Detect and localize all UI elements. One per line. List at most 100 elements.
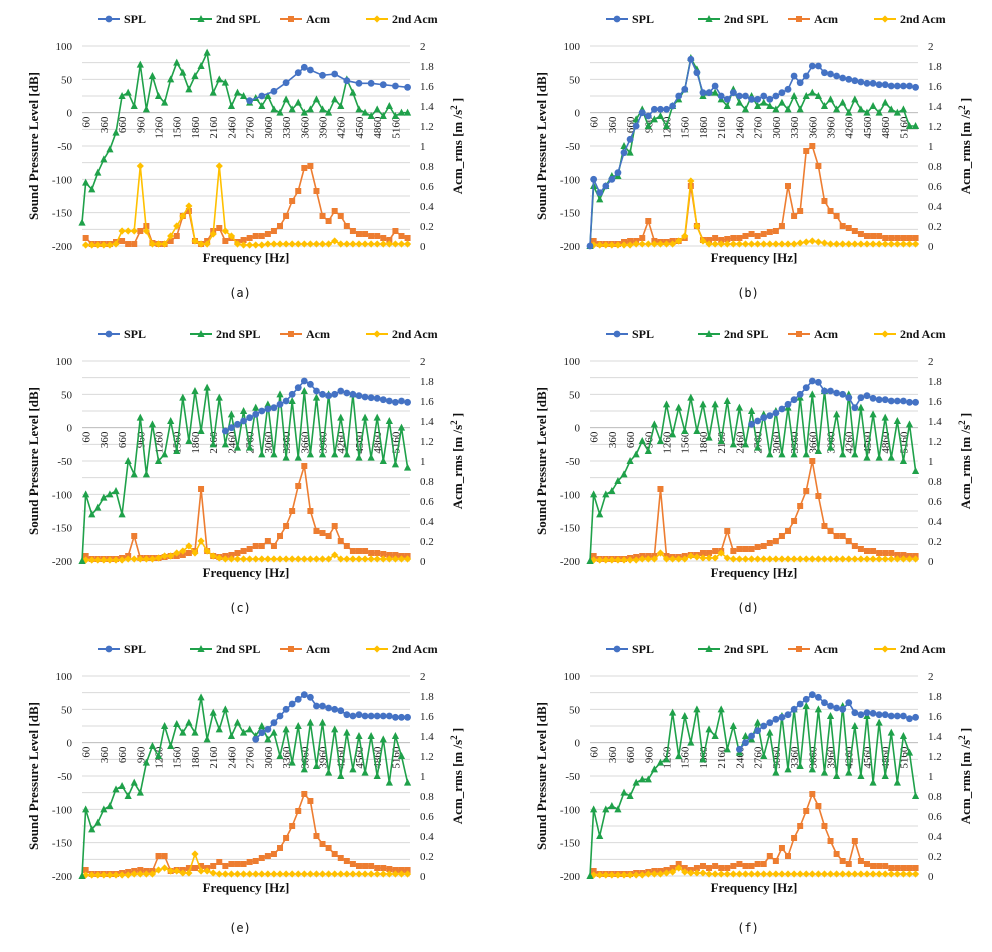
data-point-acm [307,163,314,169]
data-point-acm [754,544,761,550]
right-tick-label: 0.4 [928,201,942,213]
data-point-acm [374,233,381,239]
data-point-acm2 [662,555,671,563]
data-point-spl2 [185,85,193,93]
data-point-acm2 [681,232,689,240]
data-point-acm2 [185,542,193,550]
data-point-acm2 [252,241,260,249]
data-point-spl [264,725,272,733]
data-point-acm [380,235,387,241]
data-point-spl [693,69,701,77]
data-point-acm2 [808,555,816,563]
data-point-acm2 [899,240,908,248]
data-point-spl2 [337,772,345,779]
x-axis-title: Frequency [Hz] [203,880,290,895]
data-point-spl [839,705,847,713]
data-point-acm [894,865,901,871]
data-point-acm2 [802,870,810,878]
data-point-acm2 [711,554,719,562]
data-point-spl2 [644,775,652,783]
panel-caption: (e) [229,921,251,935]
data-point-spl2 [100,155,108,163]
data-point-spl2 [343,450,351,458]
data-point-acm [736,235,743,241]
data-point-spl [827,70,834,78]
data-point-acm [313,833,320,839]
x-tick-label: 3360 [281,116,293,138]
data-point-acm2 [331,870,339,878]
data-point-spl [906,82,913,90]
data-point-spl2 [154,92,163,99]
data-point-spl [857,394,865,402]
data-point-spl2 [94,168,102,176]
legend-marker-acm2 [373,330,381,338]
legend-label-acm: Acm [814,642,838,656]
left-tick-label: -50 [565,456,580,468]
left-tick-label: -100 [52,174,73,186]
data-point-acm2 [863,555,871,563]
data-point-spl2 [318,718,327,726]
data-point-spl2 [911,122,920,129]
right-tick-label: 1 [420,141,426,153]
data-point-acm2 [802,555,810,563]
data-point-acm2 [312,240,321,248]
y-axis-title-right-superscript: 2 [957,420,967,425]
data-point-spl2 [197,62,205,69]
data-point-acm [131,241,138,247]
data-point-acm2 [288,555,296,563]
data-point-acm [295,188,302,194]
data-point-acm [857,546,864,552]
data-point-acm2 [306,870,314,878]
right-tick-label: 0 [928,556,934,568]
data-point-spl2 [735,98,744,106]
left-tick-label: 50 [569,74,581,86]
data-point-acm [839,533,846,539]
data-point-acm2 [845,870,853,878]
data-point-spl2 [820,768,829,776]
data-point-acm2 [300,240,308,248]
data-point-acm2 [337,870,345,878]
data-point-spl [887,82,895,90]
data-point-acm [264,231,271,237]
data-point-acm2 [699,554,707,562]
data-point-spl [900,712,907,720]
data-point-acm [374,865,381,871]
data-point-acm2 [747,240,756,248]
y-axis-title-left: Sound Pressure Level [dB] [26,702,41,850]
data-point-spl [893,397,901,405]
data-point-spl2 [258,450,266,458]
data-point-acm [331,851,338,857]
data-point-acm [295,483,302,489]
data-point-acm [791,213,798,219]
data-point-acm [137,228,144,234]
right-tick-label: 1.6 [420,81,434,93]
data-point-acm2 [258,241,266,249]
data-point-acm2 [881,240,889,248]
data-point-spl2 [276,108,284,116]
data-point-acm2 [209,230,217,238]
left-tick-label: -150 [52,838,73,850]
data-point-spl [784,400,792,408]
data-point-acm [283,835,290,841]
data-point-spl2 [276,390,284,398]
data-point-acm2 [355,555,363,563]
data-point-acm2 [88,241,96,249]
data-point-spl2 [312,393,321,401]
data-point-acm2 [875,240,883,248]
data-point-acm [772,538,779,544]
data-point-spl [638,109,646,117]
right-tick-label: 1.4 [420,416,434,428]
data-point-spl [796,79,804,87]
data-point-spl [246,97,254,105]
data-point-acm [882,235,889,241]
data-point-acm [198,863,205,869]
data-point-spl [379,396,387,404]
data-point-spl [851,404,859,412]
data-point-acm2 [142,870,150,878]
y-axis-title-right-superscript: 2 [957,735,967,740]
data-point-spl2 [845,108,853,116]
left-tick-label: 0 [67,423,73,435]
data-point-acm2 [325,555,333,563]
data-point-acm [791,835,798,841]
y-axis-title-left: Sound Pressure Level [dB] [534,702,549,850]
